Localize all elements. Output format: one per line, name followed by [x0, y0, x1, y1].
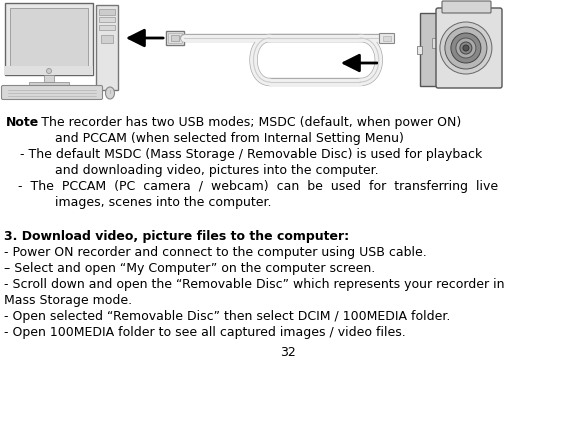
FancyBboxPatch shape: [442, 1, 491, 13]
Text: – Select and open “My Computer” on the computer screen.: – Select and open “My Computer” on the c…: [4, 262, 375, 275]
Text: 32: 32: [280, 347, 296, 359]
Bar: [5, 66, 93, 75]
Text: - Power ON recorder and connect to the computer using USB cable.: - Power ON recorder and connect to the c…: [4, 246, 427, 259]
FancyBboxPatch shape: [380, 33, 395, 44]
Text: 3. Download video, picture files to the computer:: 3. Download video, picture files to the …: [4, 230, 349, 243]
Bar: [5, 3, 93, 75]
Bar: [96, 5, 118, 90]
Text: Mass Storage mode.: Mass Storage mode.: [4, 293, 132, 306]
Bar: [44, 75, 54, 82]
Text: Note: Note: [6, 116, 39, 129]
Text: - Open 100MEDIA folder to see all captured images / video files.: - Open 100MEDIA folder to see all captur…: [4, 326, 406, 339]
Bar: [10, 8, 88, 66]
Circle shape: [47, 69, 51, 74]
Text: - The default MSDC (Mass Storage / Removable Disc) is used for playback: - The default MSDC (Mass Storage / Remov…: [20, 148, 482, 161]
Circle shape: [460, 42, 472, 54]
Bar: [168, 33, 182, 43]
Bar: [432, 38, 440, 48]
Bar: [99, 9, 115, 15]
Bar: [420, 13, 438, 86]
Circle shape: [440, 22, 492, 74]
Text: - Scroll down and open the “Removable Disc” which represents your recorder in: - Scroll down and open the “Removable Di…: [4, 277, 505, 291]
Text: : The recorder has two USB modes; MSDC (default, when power ON): : The recorder has two USB modes; MSDC (…: [33, 116, 461, 129]
Bar: [99, 25, 115, 30]
Text: and PCCAM (when selected from Internal Setting Menu): and PCCAM (when selected from Internal S…: [55, 132, 404, 145]
Circle shape: [451, 33, 481, 63]
Ellipse shape: [105, 87, 115, 99]
Bar: [417, 46, 422, 54]
Circle shape: [445, 27, 487, 69]
Text: and downloading video, pictures into the computer.: and downloading video, pictures into the…: [55, 164, 378, 177]
Bar: [29, 82, 69, 87]
Circle shape: [463, 45, 469, 51]
Text: - Open selected “Removable Disc” then select DCIM / 100MEDIA folder.: - Open selected “Removable Disc” then se…: [4, 310, 450, 322]
Bar: [166, 31, 184, 45]
Bar: [171, 35, 179, 41]
Bar: [99, 17, 115, 22]
Circle shape: [456, 38, 476, 58]
FancyBboxPatch shape: [436, 8, 502, 88]
Text: -  The  PCCAM  (PC  camera  /  webcam)  can  be  used  for  transferring  live: - The PCCAM (PC camera / webcam) can be …: [18, 180, 498, 193]
FancyBboxPatch shape: [2, 86, 103, 99]
Bar: [101, 35, 113, 43]
Bar: [383, 36, 391, 41]
Text: images, scenes into the computer.: images, scenes into the computer.: [55, 196, 271, 209]
